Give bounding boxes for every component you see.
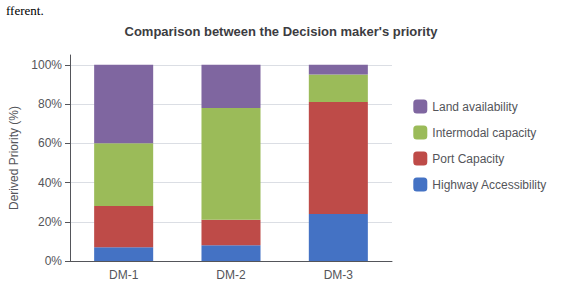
svg-text:Highway Accessibility: Highway Accessibility — [432, 178, 546, 192]
svg-text:Intermodal capacity: Intermodal capacity — [432, 126, 536, 140]
svg-text:60%: 60% — [38, 136, 62, 150]
svg-text:80%: 80% — [38, 97, 62, 111]
svg-text:Comparison between the Decisio: Comparison between the Decision maker's … — [124, 24, 438, 39]
svg-text:DM-3: DM-3 — [324, 268, 354, 282]
svg-text:Derived Priority (%): Derived Priority (%) — [7, 106, 21, 210]
svg-text:Land availability: Land availability — [432, 100, 517, 114]
svg-text:DM-2: DM-2 — [216, 268, 246, 282]
svg-text:Port Capacity: Port Capacity — [432, 152, 504, 166]
svg-text:40%: 40% — [38, 176, 62, 190]
svg-text:0%: 0% — [45, 254, 63, 268]
svg-text:DM-1: DM-1 — [109, 268, 139, 282]
svg-text:fferent.: fferent. — [6, 3, 44, 18]
svg-text:20%: 20% — [38, 215, 62, 229]
svg-text:100%: 100% — [31, 58, 62, 72]
